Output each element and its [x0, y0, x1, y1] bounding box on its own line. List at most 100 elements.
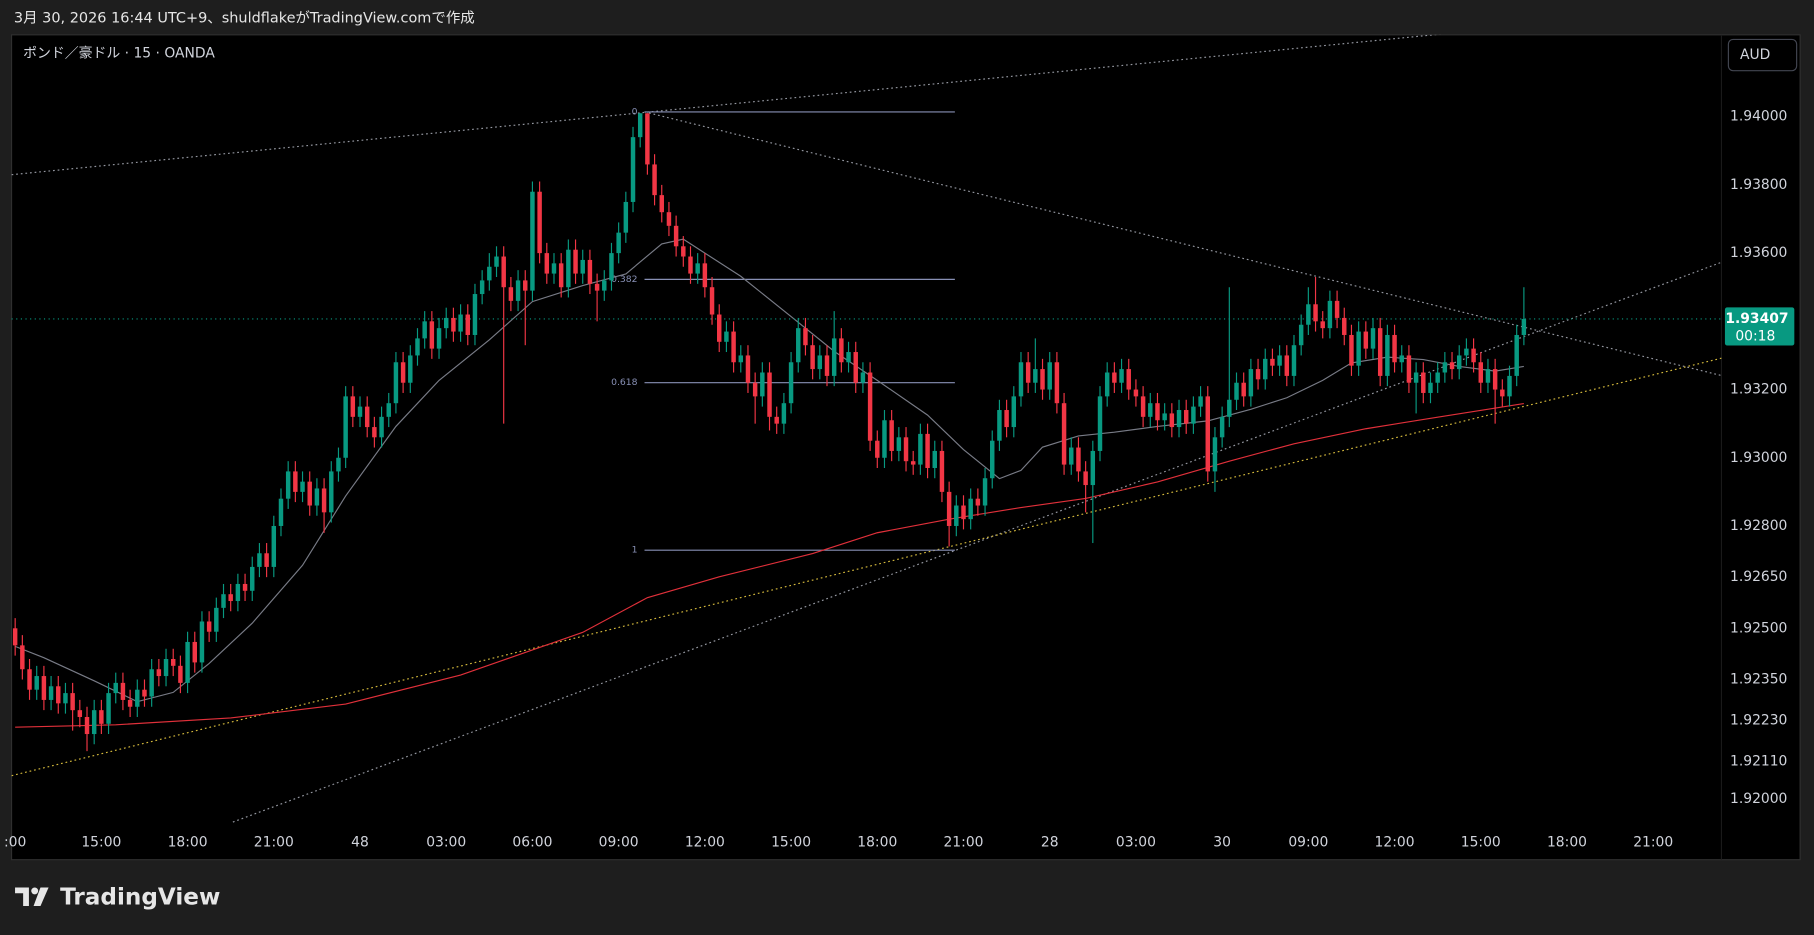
candle-body	[803, 328, 808, 346]
y-tick-label: 1.92350	[1730, 671, 1787, 687]
candle-body	[788, 362, 794, 404]
candle-body	[1004, 410, 1009, 428]
candle-body	[831, 338, 837, 376]
candle-body	[1040, 369, 1045, 390]
candle-body	[1464, 348, 1469, 356]
candle-body	[1306, 304, 1311, 325]
symbol-title: ポンド／豪ドル · 15 · OANDA	[23, 45, 215, 61]
candle-body	[1291, 345, 1297, 376]
candle-body	[1392, 334, 1397, 363]
currency-label[interactable]: AUD	[1740, 47, 1770, 63]
brand-name: TradingView	[60, 884, 220, 910]
x-tick-label: 30	[1213, 834, 1231, 850]
candle-body	[1356, 331, 1361, 366]
y-tick-label: 1.93200	[1730, 382, 1787, 398]
candle-body	[1406, 355, 1412, 383]
x-tick-label: 21:00	[254, 834, 294, 850]
x-tick-label: 48	[351, 834, 369, 850]
candle-body	[1334, 300, 1340, 318]
candle-body	[1183, 410, 1189, 424]
candle-body	[170, 659, 176, 666]
candle-body	[1033, 369, 1038, 383]
candle-body	[1083, 471, 1088, 486]
candle-body	[1399, 355, 1404, 363]
candle-body	[1514, 334, 1519, 376]
candle-body	[1471, 348, 1476, 363]
candle-body	[472, 294, 478, 335]
candle-body	[515, 280, 521, 301]
candle-body	[77, 710, 83, 717]
candle-body	[594, 283, 600, 291]
brand-logo	[15, 887, 49, 906]
x-tick-label: 15:00	[81, 834, 121, 850]
y-tick-label: 1.92000	[1730, 791, 1787, 807]
candle-body	[364, 406, 370, 428]
x-tick-label: 18:00	[857, 834, 897, 850]
candle-body	[1241, 382, 1246, 397]
candle-body	[63, 693, 68, 704]
candle-body	[537, 191, 542, 254]
candle-body	[1521, 318, 1527, 335]
moving-average	[15, 402, 1524, 728]
x-tick-label: 12:00	[1375, 834, 1415, 850]
candle-body	[1298, 324, 1304, 346]
candle-body	[422, 321, 427, 339]
candle-body	[1011, 396, 1017, 428]
candle-body	[278, 498, 284, 526]
candle-body	[1327, 300, 1333, 329]
candle-body	[285, 471, 291, 499]
candle-body	[314, 488, 320, 506]
candle-body	[774, 416, 779, 424]
candle-body	[1061, 403, 1067, 465]
candle-body	[178, 665, 183, 683]
candle-body	[199, 621, 205, 663]
last-price-badge	[1724, 307, 1795, 346]
candle-body	[400, 362, 406, 383]
candle-body	[1112, 372, 1117, 383]
candle-body	[91, 710, 97, 735]
y-tick-label: 1.92650	[1730, 569, 1787, 585]
candle-body	[264, 553, 269, 567]
candle-body	[738, 355, 744, 363]
candle-body	[580, 259, 585, 274]
x-tick-label: 21:00	[1633, 834, 1673, 850]
candle-body	[839, 338, 844, 363]
candle-body	[443, 317, 449, 329]
candle-body	[810, 345, 815, 370]
currency-button[interactable]	[1727, 38, 1798, 72]
candle-body	[156, 669, 162, 677]
candle-body	[1449, 362, 1455, 370]
candle-body	[142, 689, 147, 697]
candle-body	[939, 450, 945, 492]
candle-body	[1119, 369, 1124, 383]
candle-body	[666, 212, 672, 226]
candle-body	[487, 266, 492, 281]
candle-body	[817, 355, 823, 370]
candle-body	[1478, 362, 1483, 383]
candle-body	[343, 396, 348, 458]
candle-body	[84, 716, 90, 735]
countdown-label: 00:18	[1735, 328, 1775, 344]
candle-body	[566, 249, 571, 288]
candle-body	[1148, 403, 1153, 417]
candle-body	[120, 682, 126, 700]
candle-body	[1435, 372, 1440, 383]
candle-body	[990, 440, 995, 479]
candle-body	[918, 433, 923, 465]
candle-body	[673, 225, 679, 247]
candle-body	[910, 461, 916, 465]
candle-body	[1104, 372, 1110, 397]
candle-body	[1313, 304, 1318, 322]
candle-body	[982, 478, 988, 506]
x-tick-label: 06:00	[512, 834, 552, 850]
candle-body	[34, 676, 39, 690]
candle-body	[56, 686, 61, 704]
candle-body	[1421, 372, 1426, 393]
candle-body	[932, 450, 937, 468]
candle-body	[1162, 413, 1167, 421]
candle-body	[616, 232, 621, 254]
candle-body	[1270, 358, 1275, 366]
x-tick-label: 18:00	[1547, 834, 1587, 850]
candle-body	[968, 498, 973, 520]
candle-body	[745, 355, 751, 383]
